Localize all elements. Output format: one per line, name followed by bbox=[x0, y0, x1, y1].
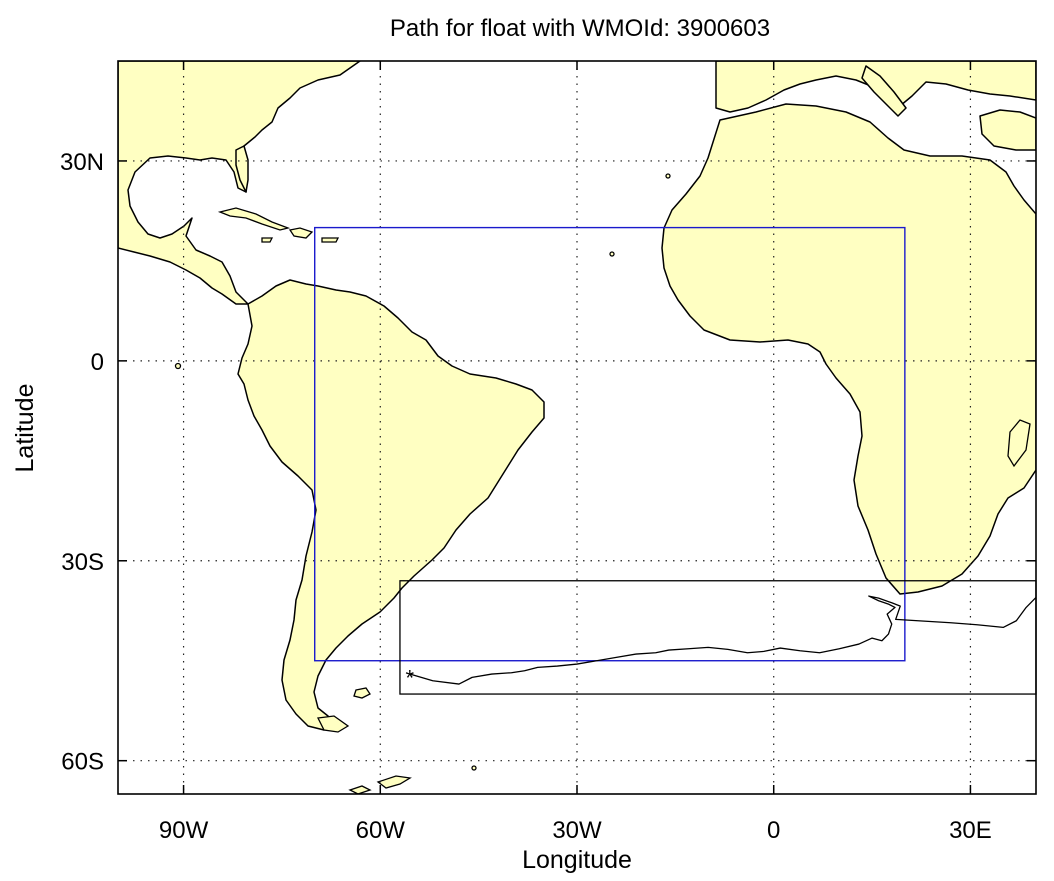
cuba-island bbox=[217, 207, 291, 231]
region-box bbox=[314, 226, 906, 662]
y-tick-label-1: 0 bbox=[91, 349, 104, 376]
madagascar-island bbox=[1007, 419, 1031, 468]
y-tick-label-0: 30N bbox=[60, 149, 104, 176]
cape-verde-islands bbox=[609, 251, 615, 257]
puerto-rico-island bbox=[321, 237, 340, 243]
x-tick-label-0: 90W bbox=[159, 817, 209, 844]
map-title: Path for float with WMOId: 3900603 bbox=[390, 15, 770, 42]
float-start-marker: * bbox=[406, 666, 415, 691]
canary-islands bbox=[665, 173, 671, 179]
florida-land bbox=[235, 145, 249, 193]
italy-land bbox=[861, 65, 907, 117]
y-axis-ticks: 30N 0 30S 60S bbox=[60, 149, 1036, 776]
north-america-land bbox=[118, 61, 361, 305]
grid-lines bbox=[118, 61, 1036, 794]
hispaniola-island bbox=[288, 227, 314, 239]
middle-east-land bbox=[979, 109, 1036, 151]
africa-land bbox=[661, 103, 1036, 595]
x-tick-label-1: 60W bbox=[356, 817, 406, 844]
map-area: * bbox=[117, 60, 1037, 795]
x-tick-label-2: 30W bbox=[552, 817, 602, 844]
float-path bbox=[409, 595, 1037, 685]
y-axis-label: Latitude bbox=[11, 384, 39, 473]
x-tick-label-4: 30E bbox=[949, 817, 992, 844]
tierra-del-fuego-island bbox=[317, 715, 350, 733]
south-shetland-islands bbox=[348, 785, 372, 794]
south-georgia-island bbox=[471, 765, 477, 771]
jamaica-island bbox=[261, 237, 274, 243]
x-tick-label-3: 0 bbox=[767, 817, 780, 844]
x-axis-ticks: 90W 60W 30W 0 30E bbox=[159, 61, 992, 844]
antarctic-peninsula bbox=[376, 775, 412, 789]
y-tick-label-2: 30S bbox=[61, 549, 104, 576]
x-axis-label: Longitude bbox=[522, 846, 632, 874]
y-tick-label-3: 60S bbox=[61, 749, 104, 776]
galapagos-islands bbox=[174, 362, 182, 370]
falkland-islands bbox=[353, 687, 371, 699]
